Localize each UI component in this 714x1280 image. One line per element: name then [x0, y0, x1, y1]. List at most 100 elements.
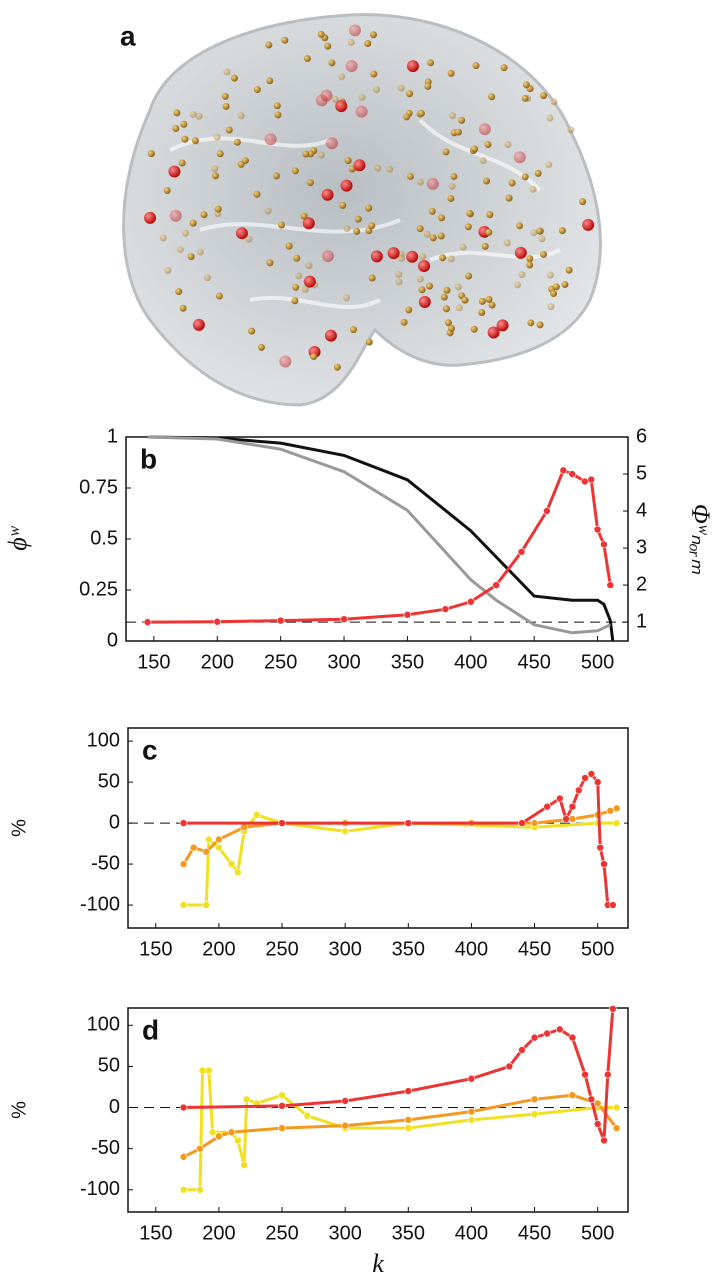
series-point [234, 1136, 242, 1145]
series-line [182, 806, 618, 865]
y2-tick-label: 5 [636, 462, 647, 484]
electrode [182, 229, 190, 237]
electrode [471, 145, 479, 153]
electrode [353, 227, 361, 235]
series-point [593, 778, 602, 786]
electrode [508, 179, 516, 187]
electrode [347, 38, 355, 46]
electrode [223, 68, 231, 76]
series-point [213, 617, 222, 626]
x-tick-label: 500 [581, 651, 614, 673]
electrode [168, 165, 181, 178]
electrode [449, 112, 457, 120]
electrode [418, 286, 426, 294]
electrode [348, 24, 361, 37]
series-point [603, 1070, 612, 1079]
electrode [353, 159, 366, 172]
electrode [300, 212, 308, 220]
electrode [264, 207, 272, 215]
electrode [442, 148, 450, 156]
series-point [215, 1132, 223, 1141]
electrode [428, 207, 436, 215]
panel-label: b [140, 443, 157, 474]
electrode [454, 128, 462, 136]
y-tick-label: 0 [109, 1096, 120, 1118]
electrode [277, 221, 285, 229]
series-point [530, 1033, 539, 1042]
electrode [215, 292, 223, 300]
electrode [365, 338, 373, 346]
electrode [303, 275, 316, 288]
series-point [278, 819, 286, 827]
series-point [505, 1062, 514, 1071]
electrode [237, 112, 245, 120]
series-point [568, 1033, 577, 1042]
electrode [192, 318, 205, 331]
electrode [305, 262, 313, 270]
electrode [398, 254, 406, 262]
electrode [466, 209, 474, 217]
electrode [257, 343, 265, 351]
electrode [538, 235, 546, 243]
plot-frame [127, 1007, 629, 1213]
electrode [273, 172, 281, 180]
electrode [235, 227, 248, 240]
series-point [179, 1103, 188, 1112]
electrode [516, 222, 524, 230]
electrode [179, 304, 187, 312]
series-point [404, 1087, 413, 1095]
electrode [266, 77, 274, 85]
electrode [321, 250, 334, 263]
series-point [403, 610, 412, 619]
series-point [227, 860, 236, 868]
electrode [349, 326, 357, 334]
series-point [559, 466, 568, 475]
brain-fold [169, 118, 561, 309]
electrode [447, 255, 455, 263]
series-point [467, 1074, 476, 1083]
electrode [485, 295, 493, 303]
electrode [478, 123, 491, 136]
electrode [266, 259, 274, 267]
electrode [500, 64, 508, 72]
series-point [441, 605, 450, 613]
series-point [215, 843, 223, 852]
electrode [333, 363, 341, 371]
series-point [612, 819, 621, 827]
series-point [341, 1097, 349, 1105]
electrode [448, 182, 456, 190]
series-point [600, 540, 608, 549]
electrode [320, 89, 333, 102]
electrode [514, 246, 527, 259]
series-point [593, 1099, 602, 1108]
series-point [568, 815, 577, 823]
electrode [465, 272, 473, 280]
series-point [240, 1161, 248, 1169]
electrode [169, 209, 182, 222]
series-point [530, 819, 539, 827]
series-point [404, 1124, 413, 1132]
electrode [406, 60, 419, 73]
series-point [492, 581, 500, 589]
series-point [179, 1153, 188, 1161]
electrode [344, 157, 352, 165]
series-point [278, 1102, 286, 1110]
panel-label: c [142, 734, 158, 765]
series-point [530, 1095, 539, 1104]
electrode [310, 353, 318, 361]
electrode [455, 304, 463, 312]
series-point [609, 1005, 617, 1013]
electrode [416, 178, 424, 186]
electrode [550, 290, 558, 298]
electrode [417, 109, 425, 117]
x-tick-label: 300 [327, 651, 360, 673]
electrode [241, 157, 249, 165]
x-tick-label: 450 [518, 1222, 551, 1244]
series-line [183, 813, 617, 907]
electrode [470, 325, 478, 333]
series-point [517, 547, 526, 556]
y2-tick-label: 1 [636, 610, 647, 632]
series-point [179, 901, 188, 909]
y-tick-label: 1 [107, 425, 118, 447]
electrode [487, 326, 500, 339]
